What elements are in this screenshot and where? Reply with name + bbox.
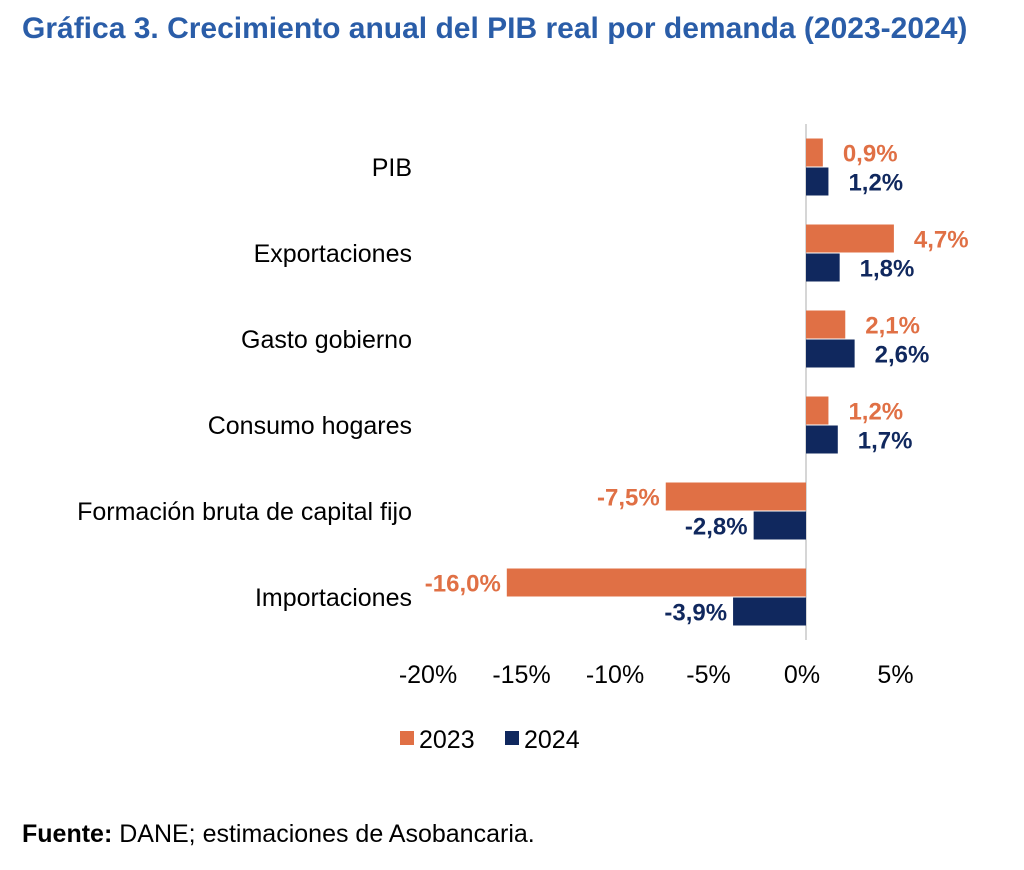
data-label-2023: 0,9% (843, 141, 898, 168)
data-label-2024: 1,8% (860, 256, 915, 283)
category-label: Consumo hogares (208, 412, 412, 440)
bar-chart: PIB 0,9%1,2%Exportaciones 4,7%1,8%Gasto go… (77, 124, 969, 754)
data-label-2024: 2,6% (875, 342, 930, 369)
bar-2023 (806, 224, 894, 253)
legend-swatch-2023 (400, 731, 414, 745)
data-label-2023: 1,2% (848, 399, 903, 426)
data-label-2024: -2,8% (685, 514, 748, 541)
bar-2023 (806, 138, 823, 167)
category-label: Exportaciones (254, 240, 412, 268)
bar-2023 (806, 310, 846, 339)
source-text: DANE; estimaciones de Asobancaria. (112, 820, 535, 848)
legend-label: 2023 (419, 726, 475, 754)
x-tick-label: -15% (492, 661, 550, 689)
bar-2023 (806, 396, 829, 425)
bar-2024 (806, 425, 838, 454)
bar-2024 (806, 167, 829, 196)
x-tick-label: -5% (686, 661, 730, 689)
category-label: Importaciones (255, 584, 412, 612)
data-label-2023: -7,5% (597, 485, 660, 512)
data-label-2024: 1,7% (858, 428, 913, 455)
x-tick-label: -10% (586, 661, 644, 689)
data-label-2024: 1,2% (848, 170, 903, 197)
data-label-2023: -16,0% (425, 571, 501, 598)
legend-label: 2024 (524, 726, 580, 754)
data-label-2024: -3,9% (664, 600, 727, 627)
bar-2024 (733, 597, 806, 626)
source-note: Fuente: DANE; estimaciones de Asobancari… (22, 820, 535, 849)
source-label: Fuente: (22, 820, 113, 848)
x-tick-label: 0% (784, 661, 820, 689)
bar-2024 (806, 253, 840, 282)
category-label: PIB (372, 154, 412, 182)
data-label-2023: 2,1% (865, 313, 920, 340)
x-tick-label: -20% (399, 661, 457, 689)
legend-swatch-2024 (505, 731, 519, 745)
bar-2023 (506, 568, 806, 597)
bar-2024 (753, 511, 806, 540)
x-tick-label: 5% (877, 661, 913, 689)
data-label-2023: 4,7% (914, 227, 969, 254)
bar-2023 (665, 482, 806, 511)
category-label: Formación bruta de capital fijo (77, 498, 412, 526)
chart-title: Gráfica 3. Crecimiento anual del PIB rea… (22, 12, 968, 45)
bar-2024 (806, 339, 855, 368)
category-label: Gasto gobierno (241, 326, 412, 354)
